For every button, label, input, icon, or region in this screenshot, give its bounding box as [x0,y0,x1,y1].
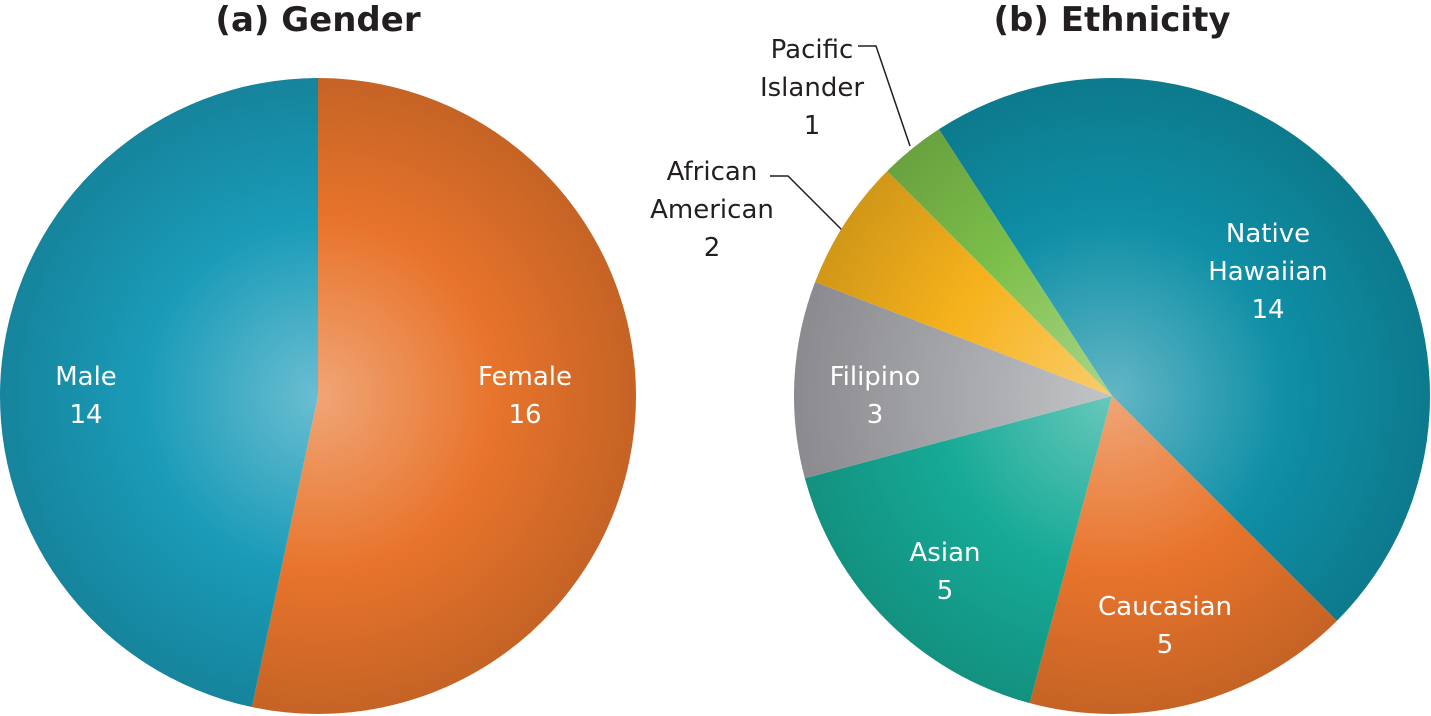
pie-slice [1029,396,1337,714]
slice-value: 3 [866,400,884,430]
slice-label: Male 14 [55,358,117,434]
slice-label: Pacific Islander 1 [727,31,897,145]
slice-value: 16 [508,400,542,430]
slice-name: Pacific Islander [759,35,865,103]
pie-slice [887,129,1112,396]
slice-value: 1 [803,111,821,141]
slice-value: 14 [1251,295,1285,325]
slice-name: African American [650,157,774,225]
slice-name: Male [55,362,117,392]
slice-label: Asian 5 [910,534,981,610]
pie-slice [0,78,318,708]
slice-value: 5 [1156,630,1174,660]
slice-label: Caucasian 5 [1098,588,1232,664]
chart-title: (a) Gender [215,0,421,40]
slice-name: Asian [909,538,981,568]
slice-label: Female 16 [478,358,572,434]
slice-name: Native Hawaiian [1208,219,1328,287]
slice-value: 2 [703,233,721,263]
pie-slice [938,78,1430,621]
pie-slice [804,396,1112,704]
slice-name: Caucasian [1098,592,1232,622]
leader-line [858,45,911,147]
slice-label: Native Hawaiian 14 [1187,215,1350,329]
slice-value: 5 [936,576,954,606]
slice-label: Filipino 3 [830,358,921,434]
chart-title: (b) Ethnicity [993,0,1231,40]
slice-value: 14 [69,400,103,430]
pie-slice [793,282,1112,479]
pie-slice [815,171,1112,396]
slice-label: African American 2 [627,153,797,267]
slice-name: Filipino [829,362,921,392]
pie-slice [251,78,636,714]
slice-name: Female [477,362,573,392]
leader-line [770,175,843,231]
